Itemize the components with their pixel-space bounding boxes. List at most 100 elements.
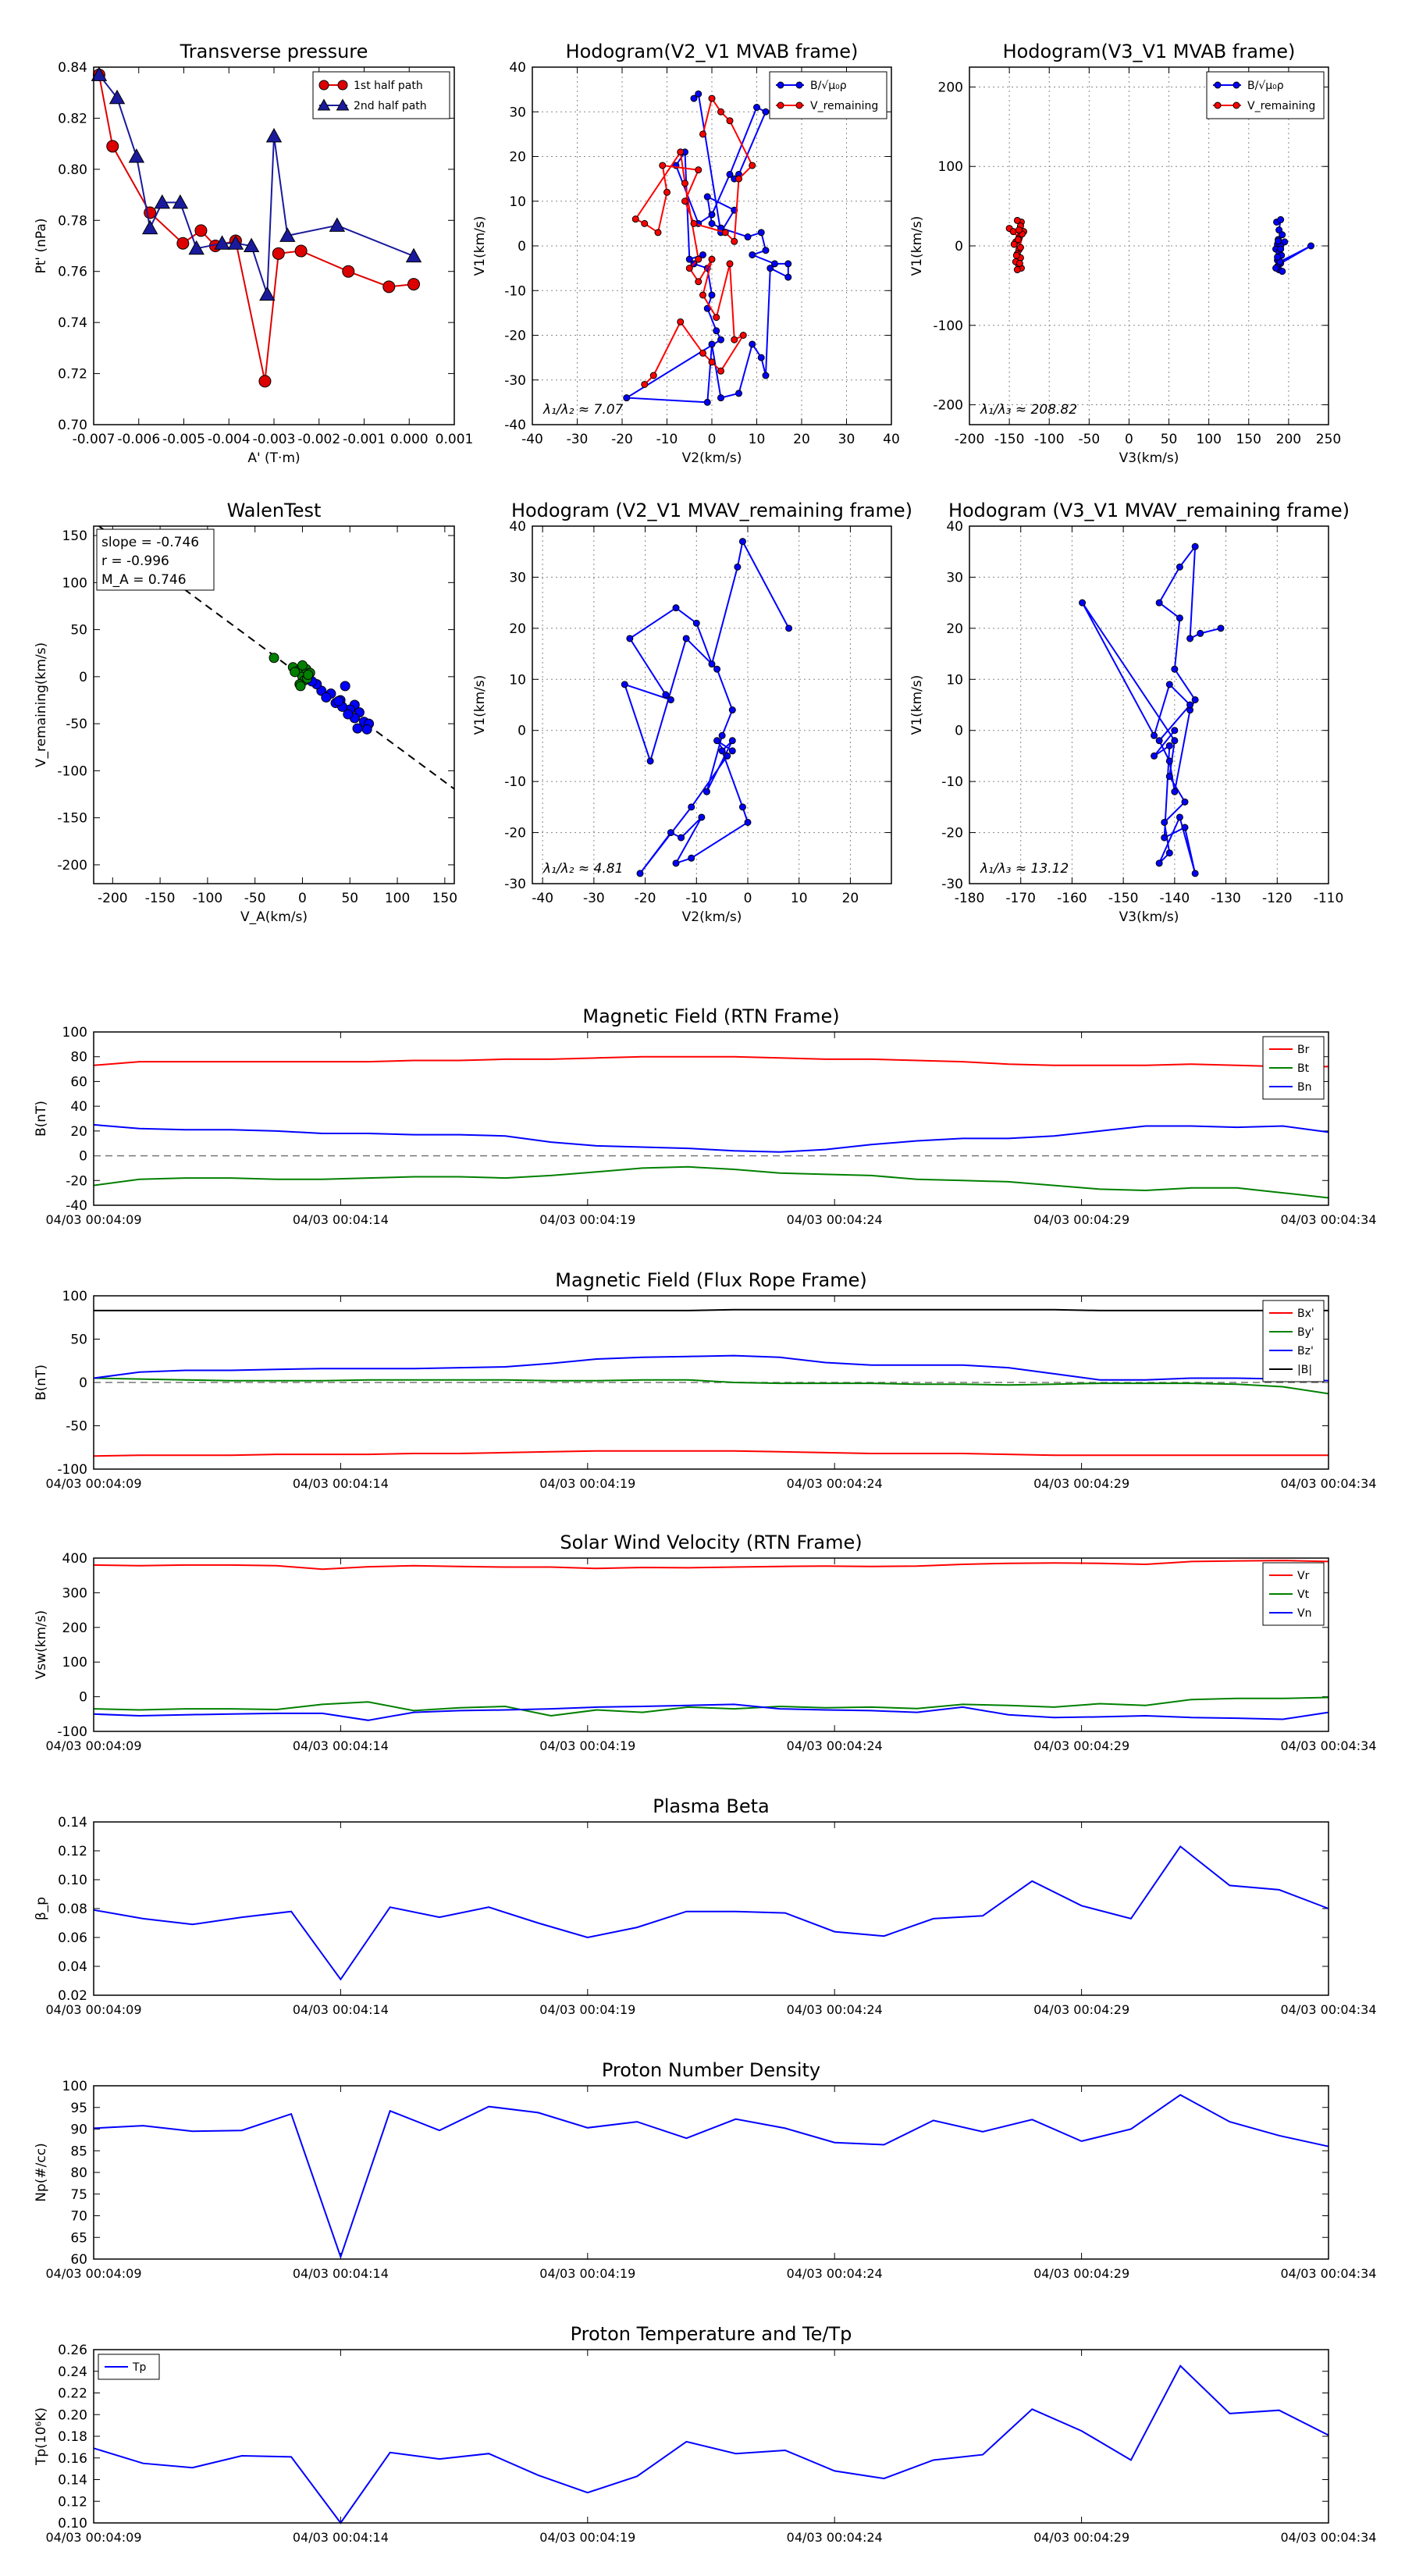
- x-tick-label: -20: [635, 891, 656, 906]
- chart-title: Hodogram(V3_V1 MVAB frame): [1003, 41, 1296, 62]
- time-tick-label: 04/03 00:04:19: [539, 1212, 635, 1227]
- y-tick-label: 0.12: [58, 1844, 87, 1859]
- series-line-2: [93, 1354, 1329, 1382]
- y-tick-label: 0.08: [58, 1902, 87, 1917]
- data-point: [646, 757, 654, 765]
- y-tick-label: 50: [70, 623, 87, 639]
- y-axis-label: β_p: [34, 1897, 49, 1920]
- data-point: [641, 380, 649, 388]
- data-point: [785, 624, 793, 632]
- data-point: [753, 104, 760, 112]
- data-point: [1176, 563, 1183, 571]
- data-point: [738, 538, 746, 546]
- x-axis-label: A' (T·m): [247, 450, 300, 466]
- y-tick-label: 0.10: [58, 2516, 87, 2532]
- y-tick-label: 0.06: [58, 1930, 87, 1946]
- data-point: [1155, 599, 1163, 607]
- y-tick-label: 100: [62, 1655, 87, 1670]
- data-point: [713, 665, 721, 673]
- data-point: [1165, 742, 1173, 749]
- data-point: [1161, 818, 1168, 826]
- data-point: [717, 394, 724, 402]
- time-tick-label: 04/03 00:04:29: [1033, 2266, 1129, 2281]
- y-tick-label: 200: [938, 80, 963, 95]
- legend-marker: [317, 98, 331, 111]
- chart-title: Hodogram(V2_V1 MVAB frame): [566, 41, 859, 62]
- y-tick-label: -10: [504, 283, 526, 299]
- data-point: [692, 619, 700, 627]
- y-tick-label: 40: [509, 60, 526, 76]
- data-point: [699, 349, 706, 357]
- legend: 1st half path 2nd half path: [312, 71, 450, 119]
- data-point: [128, 148, 145, 163]
- y-tick-label: 0.12: [58, 2494, 87, 2510]
- data-point: [695, 90, 702, 98]
- data-point: [106, 140, 119, 153]
- data-point: [243, 237, 260, 252]
- x-tick-label: -20: [611, 432, 633, 447]
- y-tick-label: 0.14: [58, 1815, 87, 1831]
- data-point: [784, 273, 792, 281]
- time-tick-label: 04/03 00:04:14: [293, 1212, 389, 1227]
- time-tick-label: 04/03 00:04:09: [45, 1476, 141, 1491]
- x-tick-label: -30: [583, 891, 605, 906]
- time-tick-label: 04/03 00:04:24: [787, 1738, 883, 1753]
- data-point: [749, 340, 756, 348]
- time-tick-label: 04/03 00:04:24: [787, 1212, 883, 1227]
- data-point: [713, 314, 720, 322]
- data-point: [718, 731, 726, 739]
- x-tick-label: -30: [567, 432, 589, 447]
- legend-box: [769, 71, 887, 119]
- data-point: [623, 394, 631, 402]
- y-tick-label: 0.70: [58, 418, 87, 433]
- data-point: [667, 696, 674, 703]
- data-point: [1016, 244, 1024, 251]
- data-point: [731, 336, 738, 343]
- y-tick-label: -40: [66, 1198, 87, 1214]
- time-tick-label: 04/03 00:04:14: [293, 2002, 389, 2017]
- x-tick-label: -0.006: [117, 432, 160, 447]
- x-tick-label: -50: [1078, 432, 1100, 447]
- x-tick-label: 30: [838, 432, 855, 447]
- data-point: [739, 332, 747, 339]
- y-tick-label: 0: [955, 239, 963, 254]
- data-point: [631, 215, 639, 223]
- ratio-annotation: λ₁/λ₂ ≈ 7.07: [542, 402, 624, 418]
- data-point: [194, 224, 208, 237]
- y-axis-label: Vsw(km/s): [34, 1610, 49, 1680]
- y-axis-label: Pt' (nPa): [34, 219, 49, 274]
- data-point: [685, 265, 693, 272]
- plot-frame: [969, 66, 1329, 425]
- data-point: [1013, 266, 1021, 274]
- x-axis-label: V3(km/s): [1119, 450, 1179, 466]
- y-tick-label: 100: [938, 159, 963, 175]
- legend-label: B/√μ₀ρ: [810, 80, 847, 92]
- data-point: [726, 170, 734, 178]
- y-tick-label: 0: [518, 239, 526, 254]
- data-point: [295, 681, 306, 692]
- y-tick-label: -50: [66, 717, 87, 732]
- legend-marker: [795, 81, 803, 89]
- time-tick-label: 04/03 00:04:29: [1033, 1738, 1129, 1753]
- y-tick-label: -200: [933, 398, 963, 414]
- x-tick-label: -200: [955, 432, 985, 447]
- x-tick-label: 0: [708, 432, 717, 447]
- y-tick-label: -50: [66, 1419, 87, 1435]
- x-tick-label: -0.001: [343, 432, 386, 447]
- data-point: [762, 108, 770, 116]
- y-tick-label: 400: [62, 1551, 87, 1567]
- data-point: [108, 89, 126, 105]
- x-tick-label: -150: [145, 891, 176, 906]
- legend-marker: [777, 81, 784, 89]
- ratio-annotation: λ₁/λ₃ ≈ 13.12: [980, 861, 1069, 877]
- data-point: [141, 219, 158, 235]
- y-tick-label: 40: [946, 519, 963, 535]
- plot-frame: [93, 1557, 1329, 1732]
- x-tick-label: -100: [1034, 432, 1065, 447]
- y-tick-label: 50: [70, 1332, 87, 1348]
- legend-label: Vn: [1297, 1607, 1311, 1620]
- data-point: [728, 747, 736, 755]
- data-point: [749, 251, 756, 258]
- legend-marker: [318, 80, 329, 91]
- data-point: [1191, 543, 1199, 550]
